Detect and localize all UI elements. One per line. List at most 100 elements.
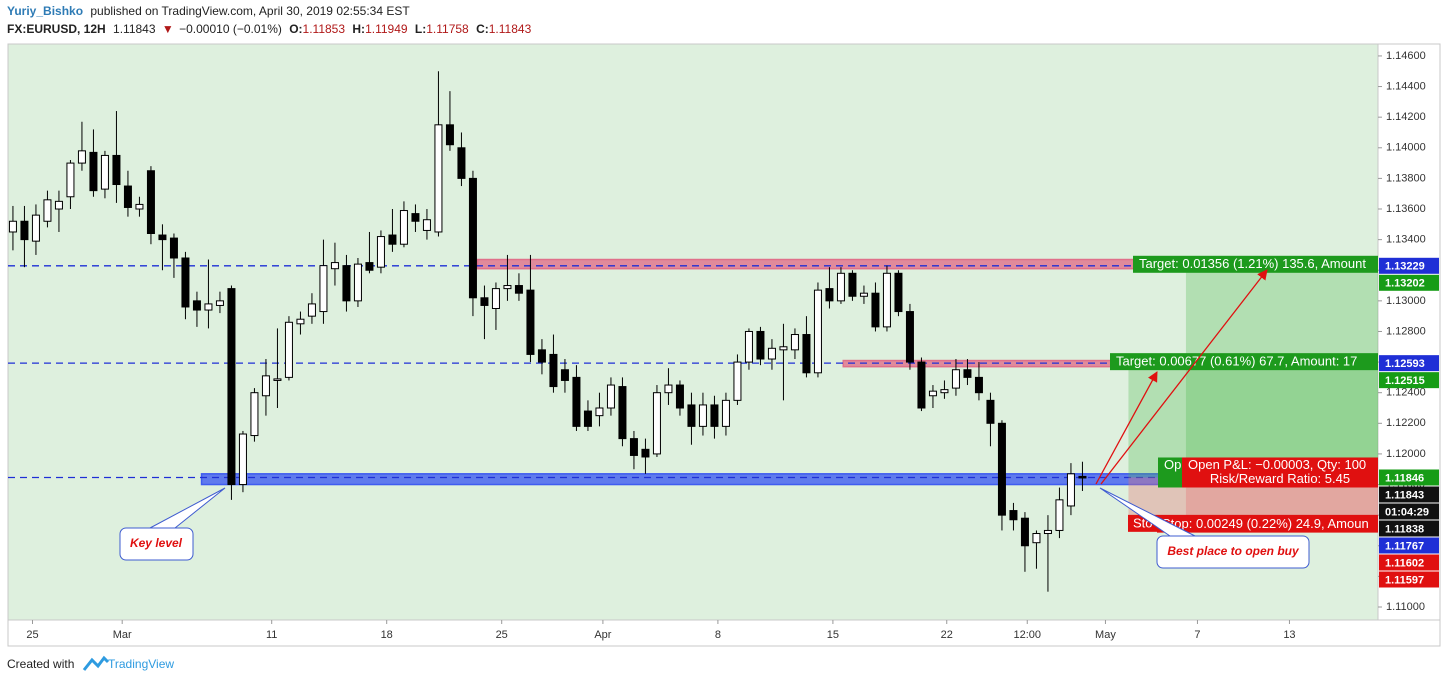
candle-body bbox=[848, 272, 857, 297]
author[interactable]: Yuriy_Bishko bbox=[7, 4, 83, 18]
price-tag bbox=[1379, 554, 1439, 571]
price-tag-label: 1.13202 bbox=[1385, 278, 1425, 290]
x-tick-label: Apr bbox=[594, 629, 611, 641]
callout-pointer bbox=[149, 487, 226, 529]
candle-body bbox=[491, 288, 500, 310]
candle-body bbox=[825, 288, 834, 302]
candle-body bbox=[572, 376, 581, 427]
x-tick-label: 8 bbox=[715, 629, 721, 641]
target-label-box bbox=[1110, 353, 1378, 371]
price-tag bbox=[1379, 355, 1439, 372]
callout-text: Key level bbox=[130, 536, 183, 550]
price-tag bbox=[1379, 486, 1439, 503]
candle-body bbox=[135, 203, 144, 210]
candle-body bbox=[365, 262, 374, 271]
ohlc-label: L: bbox=[415, 22, 426, 36]
candle-body bbox=[526, 289, 535, 355]
candle-body bbox=[882, 272, 891, 328]
candle-body bbox=[353, 263, 362, 302]
price-tag-label: 1.11602 bbox=[1385, 557, 1424, 569]
price-tag-label: 1.11846 bbox=[1385, 472, 1424, 484]
candle-body bbox=[342, 265, 351, 302]
ohlc-value: 1.11949 bbox=[365, 22, 408, 36]
time-axis bbox=[7, 619, 1441, 647]
candle-body bbox=[66, 162, 75, 198]
candle-body bbox=[687, 404, 696, 427]
candle-body bbox=[836, 272, 845, 302]
y-tick-label: 1.13000 bbox=[1386, 295, 1426, 307]
candle-body bbox=[802, 334, 811, 374]
candle-body bbox=[307, 303, 316, 317]
callout: Best place to open buy bbox=[1099, 487, 1310, 569]
y-tick-label: 1.12000 bbox=[1386, 448, 1426, 460]
candle-body bbox=[215, 300, 224, 306]
y-tick-label: 1.14600 bbox=[1386, 50, 1426, 62]
candle-body bbox=[376, 236, 385, 268]
candle-body bbox=[1043, 529, 1052, 535]
price-tag bbox=[1379, 503, 1439, 520]
candle-body bbox=[1078, 475, 1087, 479]
target-area bbox=[1185, 265, 1378, 478]
candle-body bbox=[20, 220, 29, 241]
callout: Key level bbox=[119, 487, 226, 561]
y-tick-label: 1.13800 bbox=[1386, 172, 1426, 184]
y-tick-label: 1.14000 bbox=[1386, 142, 1426, 154]
candle-body bbox=[710, 404, 719, 427]
footer-brand[interactable]: TradingView bbox=[108, 657, 174, 671]
candle-body bbox=[859, 292, 868, 297]
candle-body bbox=[422, 219, 431, 231]
x-tick-label: 12:00 bbox=[1013, 629, 1041, 641]
y-tick-label: 1.12800 bbox=[1386, 325, 1426, 337]
candle-body bbox=[549, 353, 558, 388]
y-tick-label: 1.14200 bbox=[1386, 111, 1426, 123]
y-tick-label: 1.12200 bbox=[1386, 417, 1426, 429]
candle-body bbox=[434, 124, 443, 233]
x-tick-label: 25 bbox=[26, 629, 38, 641]
y-tick-label: 1.11000 bbox=[1386, 601, 1425, 613]
candle-body bbox=[790, 334, 799, 351]
x-tick-label: May bbox=[1095, 629, 1116, 641]
stop-label-box bbox=[1157, 515, 1378, 533]
candle-body bbox=[1066, 473, 1075, 507]
down-arrow: ▼ bbox=[162, 22, 174, 36]
price-tag-label: 1.12515 bbox=[1385, 375, 1425, 387]
ohlc-label: C: bbox=[476, 22, 489, 36]
callout-box bbox=[119, 527, 194, 561]
candle-body bbox=[1009, 510, 1018, 521]
callout-box bbox=[1156, 535, 1310, 569]
candle-body bbox=[675, 384, 684, 409]
candle-body bbox=[1032, 533, 1041, 544]
candle-body bbox=[1055, 499, 1064, 531]
candle-body bbox=[905, 311, 914, 363]
candle-body bbox=[284, 321, 293, 378]
candle-body bbox=[273, 378, 282, 381]
callout-text: Best place to open buy bbox=[1167, 544, 1300, 558]
symbol: FX:EURUSD, 12H bbox=[7, 22, 106, 36]
candle-body bbox=[813, 289, 822, 374]
candle-body bbox=[537, 349, 546, 363]
price-tag-label: 1.11767 bbox=[1385, 540, 1424, 552]
price-tag bbox=[1379, 372, 1439, 389]
candle-body bbox=[468, 177, 477, 299]
candle-body bbox=[503, 285, 512, 290]
price-tag-label: 1.13229 bbox=[1385, 261, 1425, 273]
candle-body bbox=[1020, 517, 1029, 547]
candle-body bbox=[629, 438, 638, 456]
x-tick-label: 18 bbox=[381, 629, 393, 641]
price-tag-label: 1.11838 bbox=[1385, 523, 1424, 535]
candle-body bbox=[204, 303, 213, 311]
ohlc-value: 1.11758 bbox=[426, 22, 469, 36]
candle-body bbox=[652, 392, 661, 455]
open-label: Open P&L: −0.00003, Qty: 100 bbox=[1188, 457, 1366, 472]
candle-body bbox=[169, 237, 178, 259]
candle-body bbox=[238, 433, 247, 486]
candle-body bbox=[756, 330, 765, 360]
y-tick-label: 1.12400 bbox=[1386, 387, 1426, 399]
candle-body bbox=[641, 448, 650, 458]
candle-body bbox=[54, 200, 63, 210]
callout-pointer bbox=[1099, 487, 1196, 537]
stop-label: Stop: 0.00249 (0.22%) 24.9, Amoun bbox=[1162, 516, 1369, 531]
y-tick-label: 1.13600 bbox=[1386, 203, 1426, 215]
candle-body bbox=[733, 361, 742, 401]
y-tick-label: 1.13400 bbox=[1386, 234, 1426, 246]
